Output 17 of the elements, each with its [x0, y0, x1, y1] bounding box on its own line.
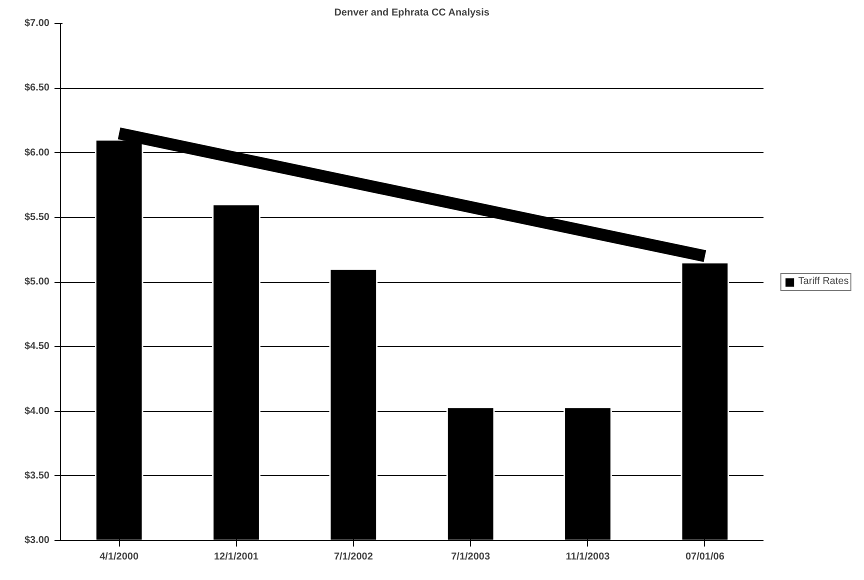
- legend-label: Tariff Rates: [798, 276, 849, 287]
- y-tick-label: $3.00: [24, 535, 50, 546]
- y-tick-label: $7.00: [24, 18, 50, 29]
- x-tick-label: 11/1/2003: [566, 552, 610, 562]
- x-tick-label: 07/01/06: [685, 552, 725, 562]
- x-tick-label: 7/1/2002: [334, 552, 374, 562]
- y-tick-label: $4.00: [24, 406, 50, 417]
- y-tick-label: $5.50: [24, 212, 50, 223]
- y-tick-label: $6.50: [24, 82, 50, 94]
- y-tick-label: $3.50: [24, 470, 50, 482]
- y-tick-label: $5.00: [24, 276, 50, 288]
- x-tick-label: 4/1/2000: [100, 552, 139, 562]
- x-tick-label: 12/1/2001: [214, 552, 259, 562]
- y-tick-label: $6.00: [24, 147, 50, 158]
- x-tick-label: 7/1/2003: [451, 552, 490, 562]
- chart-title: Denver and Ephrata CC Analysis: [334, 8, 490, 18]
- y-tick-label: $4.50: [24, 341, 50, 352]
